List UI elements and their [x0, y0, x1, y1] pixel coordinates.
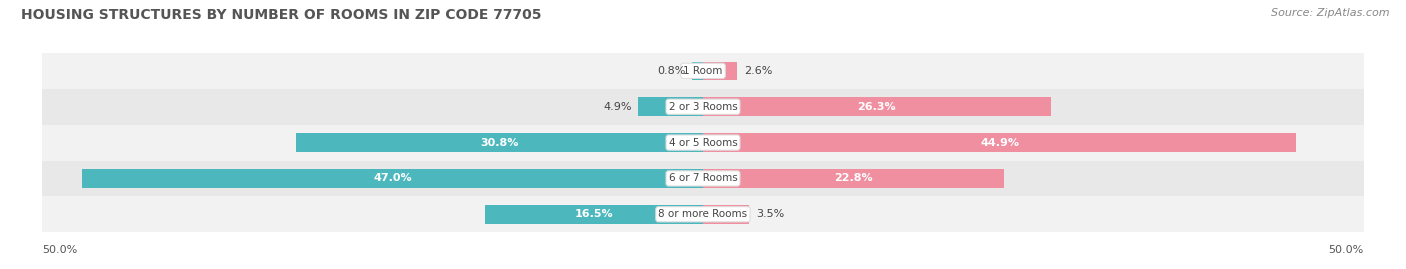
- Bar: [703, 133, 1296, 152]
- Text: 2 or 3 Rooms: 2 or 3 Rooms: [669, 102, 737, 112]
- Text: 8 or more Rooms: 8 or more Rooms: [658, 209, 748, 219]
- Bar: [692, 62, 703, 80]
- Text: 26.3%: 26.3%: [858, 102, 896, 112]
- Text: 50.0%: 50.0%: [42, 245, 77, 255]
- Bar: [295, 133, 703, 152]
- Bar: [42, 161, 1364, 196]
- Bar: [485, 205, 703, 224]
- Text: 44.9%: 44.9%: [980, 137, 1019, 148]
- Bar: [42, 125, 1364, 161]
- Text: 22.8%: 22.8%: [834, 174, 873, 183]
- Text: 0.8%: 0.8%: [658, 66, 686, 76]
- Text: 4.9%: 4.9%: [603, 102, 631, 112]
- Bar: [42, 196, 1364, 232]
- Bar: [703, 62, 737, 80]
- Text: 3.5%: 3.5%: [756, 209, 785, 219]
- Text: 1 Room: 1 Room: [683, 66, 723, 76]
- Bar: [703, 97, 1050, 116]
- Text: 4 or 5 Rooms: 4 or 5 Rooms: [669, 137, 737, 148]
- Text: 2.6%: 2.6%: [744, 66, 772, 76]
- Text: 6 or 7 Rooms: 6 or 7 Rooms: [669, 174, 737, 183]
- Text: 50.0%: 50.0%: [1329, 245, 1364, 255]
- Bar: [703, 205, 749, 224]
- Bar: [42, 89, 1364, 125]
- Text: HOUSING STRUCTURES BY NUMBER OF ROOMS IN ZIP CODE 77705: HOUSING STRUCTURES BY NUMBER OF ROOMS IN…: [21, 8, 541, 22]
- Text: Source: ZipAtlas.com: Source: ZipAtlas.com: [1271, 8, 1389, 18]
- Bar: [703, 169, 1004, 188]
- Bar: [42, 53, 1364, 89]
- Text: 30.8%: 30.8%: [481, 137, 519, 148]
- Bar: [82, 169, 703, 188]
- Text: 47.0%: 47.0%: [373, 174, 412, 183]
- Text: 16.5%: 16.5%: [575, 209, 613, 219]
- Bar: [638, 97, 703, 116]
